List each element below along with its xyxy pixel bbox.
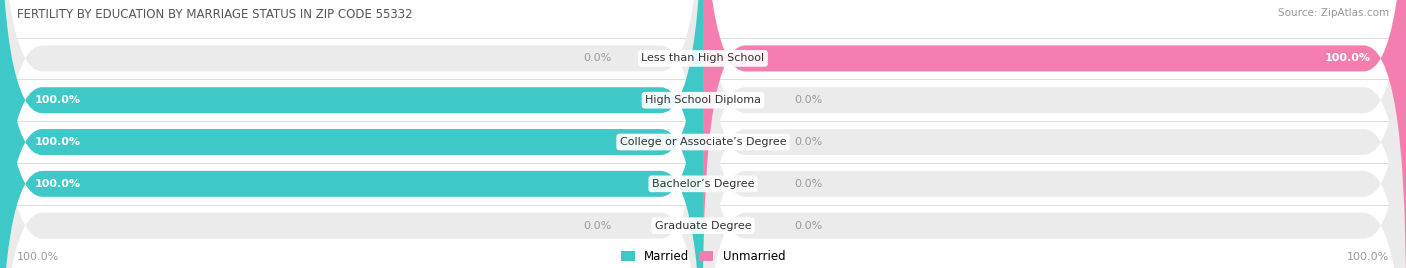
Text: 0.0%: 0.0% <box>583 53 612 64</box>
Text: 100.0%: 100.0% <box>35 95 82 105</box>
Text: 0.0%: 0.0% <box>794 179 823 189</box>
FancyBboxPatch shape <box>0 0 703 268</box>
Legend: Married, Unmarried: Married, Unmarried <box>616 245 790 268</box>
Text: 0.0%: 0.0% <box>583 221 612 231</box>
Text: 100.0%: 100.0% <box>1324 53 1371 64</box>
FancyBboxPatch shape <box>0 0 703 268</box>
FancyBboxPatch shape <box>703 0 1406 268</box>
FancyBboxPatch shape <box>0 0 703 268</box>
Text: 0.0%: 0.0% <box>794 137 823 147</box>
Text: 0.0%: 0.0% <box>794 95 823 105</box>
FancyBboxPatch shape <box>0 0 703 268</box>
FancyBboxPatch shape <box>0 0 703 268</box>
Text: Less than High School: Less than High School <box>641 53 765 64</box>
FancyBboxPatch shape <box>703 0 1406 268</box>
Text: 0.0%: 0.0% <box>794 221 823 231</box>
FancyBboxPatch shape <box>0 0 703 268</box>
Text: 100.0%: 100.0% <box>35 179 82 189</box>
Text: High School Diploma: High School Diploma <box>645 95 761 105</box>
Text: Source: ZipAtlas.com: Source: ZipAtlas.com <box>1278 8 1389 18</box>
FancyBboxPatch shape <box>703 0 1406 268</box>
FancyBboxPatch shape <box>703 0 1406 268</box>
Text: 100.0%: 100.0% <box>35 137 82 147</box>
FancyBboxPatch shape <box>703 0 1406 268</box>
FancyBboxPatch shape <box>703 0 1406 268</box>
Text: Graduate Degree: Graduate Degree <box>655 221 751 231</box>
Text: 100.0%: 100.0% <box>1347 252 1389 262</box>
FancyBboxPatch shape <box>0 0 703 268</box>
FancyBboxPatch shape <box>0 0 703 268</box>
Text: College or Associate’s Degree: College or Associate’s Degree <box>620 137 786 147</box>
Text: Bachelor’s Degree: Bachelor’s Degree <box>652 179 754 189</box>
Text: 100.0%: 100.0% <box>17 252 59 262</box>
Text: FERTILITY BY EDUCATION BY MARRIAGE STATUS IN ZIP CODE 55332: FERTILITY BY EDUCATION BY MARRIAGE STATU… <box>17 8 412 21</box>
